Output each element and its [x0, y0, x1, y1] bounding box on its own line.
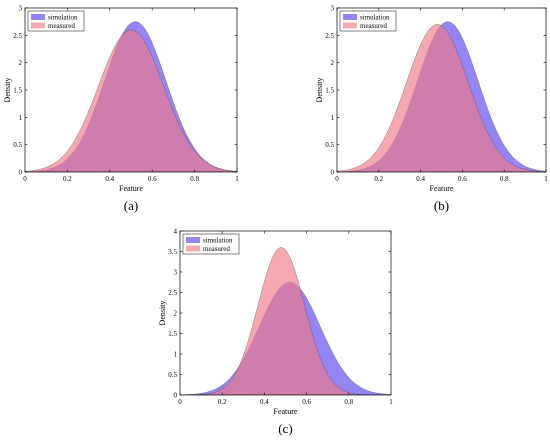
- x-tick-label: 0.6: [458, 175, 467, 183]
- y-tick-label: 0: [174, 392, 178, 400]
- y-axis-label: Density: [158, 301, 167, 326]
- x-tick-label: 0.4: [260, 398, 269, 406]
- legend-swatch-simulation: [186, 237, 200, 243]
- y-tick-label: 2: [174, 310, 178, 318]
- y-axis-label: Density: [315, 78, 324, 103]
- x-tick-label: 0.8: [190, 175, 199, 183]
- y-tick-label: 0.5: [168, 371, 177, 379]
- x-axis-label: Feature: [274, 407, 298, 416]
- x-tick-label: 0.6: [148, 175, 157, 183]
- y-axis-label: Density: [3, 78, 12, 103]
- x-axis-label: Feature: [430, 184, 454, 193]
- density-areas: [337, 21, 546, 172]
- y-tick-label: 2: [19, 59, 23, 67]
- y-tick-label: 1: [331, 114, 335, 122]
- panel-label: (c): [278, 421, 292, 436]
- density-areas: [25, 21, 237, 172]
- x-tick-label: 0.2: [374, 175, 383, 183]
- y-tick-label: 3.5: [168, 248, 177, 256]
- y-tick-label: 0.5: [13, 141, 22, 149]
- y-tick-label: 3: [174, 269, 178, 277]
- y-tick-label: 2: [331, 59, 335, 67]
- chart-panel-2: 0 0.2 0.4 0.6 0.8 1 0 0.5 1 1.5 2 2.5 3 Feature Densit…: [315, 5, 548, 214]
- y-tick-label: 1.5: [168, 330, 177, 338]
- y-tick-label: 0: [19, 169, 23, 177]
- x-tick-label: 1: [544, 175, 548, 183]
- y-tick-label: 1: [19, 114, 23, 122]
- panel-label: (a): [124, 198, 138, 213]
- legend-label-simulation: simulation: [48, 14, 78, 22]
- y-tick-label: 1.5: [325, 87, 334, 95]
- legend-label-measured: measured: [203, 245, 230, 253]
- x-tick-label: 0.4: [416, 175, 425, 183]
- chart-panel-3: 0 0.2 0.4 0.6 0.8 1 0 0.5 1 1.5 2 2.5 3 3.5 4 Feature De…: [158, 228, 393, 437]
- chart-panel-1: 0 0.2 0.4 0.6 0.8 1 0 0.5 1 1.5 2 2.5 3 Feature Densit…: [3, 5, 239, 214]
- x-tick-label: 0: [23, 175, 27, 183]
- density-areas: [180, 247, 391, 395]
- panel-label: (b): [434, 198, 449, 213]
- y-tick-label: 3: [331, 5, 335, 13]
- y-tick-label: 0: [331, 169, 335, 177]
- x-tick-label: 0.4: [105, 175, 114, 183]
- legend-swatch-simulation: [343, 14, 357, 20]
- legend-label-measured: measured: [48, 22, 75, 30]
- legend-label-measured: measured: [360, 22, 387, 30]
- x-axis-label: Feature: [119, 184, 143, 193]
- legend-swatch-measured: [31, 22, 45, 29]
- x-tick-label: 0.8: [500, 175, 509, 183]
- y-tick-label: 4: [174, 228, 178, 236]
- area-measured: [25, 29, 237, 172]
- x-tick-label: 1: [235, 175, 239, 183]
- area-measured: [180, 247, 391, 395]
- x-tick-label: 0.2: [218, 398, 227, 406]
- legend-swatch-measured: [343, 22, 357, 29]
- x-tick-label: 1: [389, 398, 393, 406]
- legend-label-simulation: simulation: [203, 237, 233, 245]
- y-tick-label: 2.5: [168, 289, 177, 297]
- y-tick-label: 3: [19, 5, 23, 13]
- y-tick-label: 2.5: [325, 32, 334, 40]
- legend-label-simulation: simulation: [360, 14, 390, 22]
- legend-swatch-simulation: [31, 14, 45, 20]
- legend-swatch-measured: [186, 245, 200, 252]
- x-tick-label: 0.8: [344, 398, 353, 406]
- y-tick-label: 0.5: [325, 141, 334, 149]
- x-tick-label: 0.6: [302, 398, 311, 406]
- area-measured: [337, 24, 546, 172]
- x-tick-label: 0.2: [63, 175, 72, 183]
- y-tick-label: 1.5: [13, 87, 22, 95]
- y-tick-label: 1: [174, 351, 178, 359]
- x-tick-label: 0: [335, 175, 339, 183]
- y-tick-label: 2.5: [13, 32, 22, 40]
- x-tick-label: 0: [178, 398, 182, 406]
